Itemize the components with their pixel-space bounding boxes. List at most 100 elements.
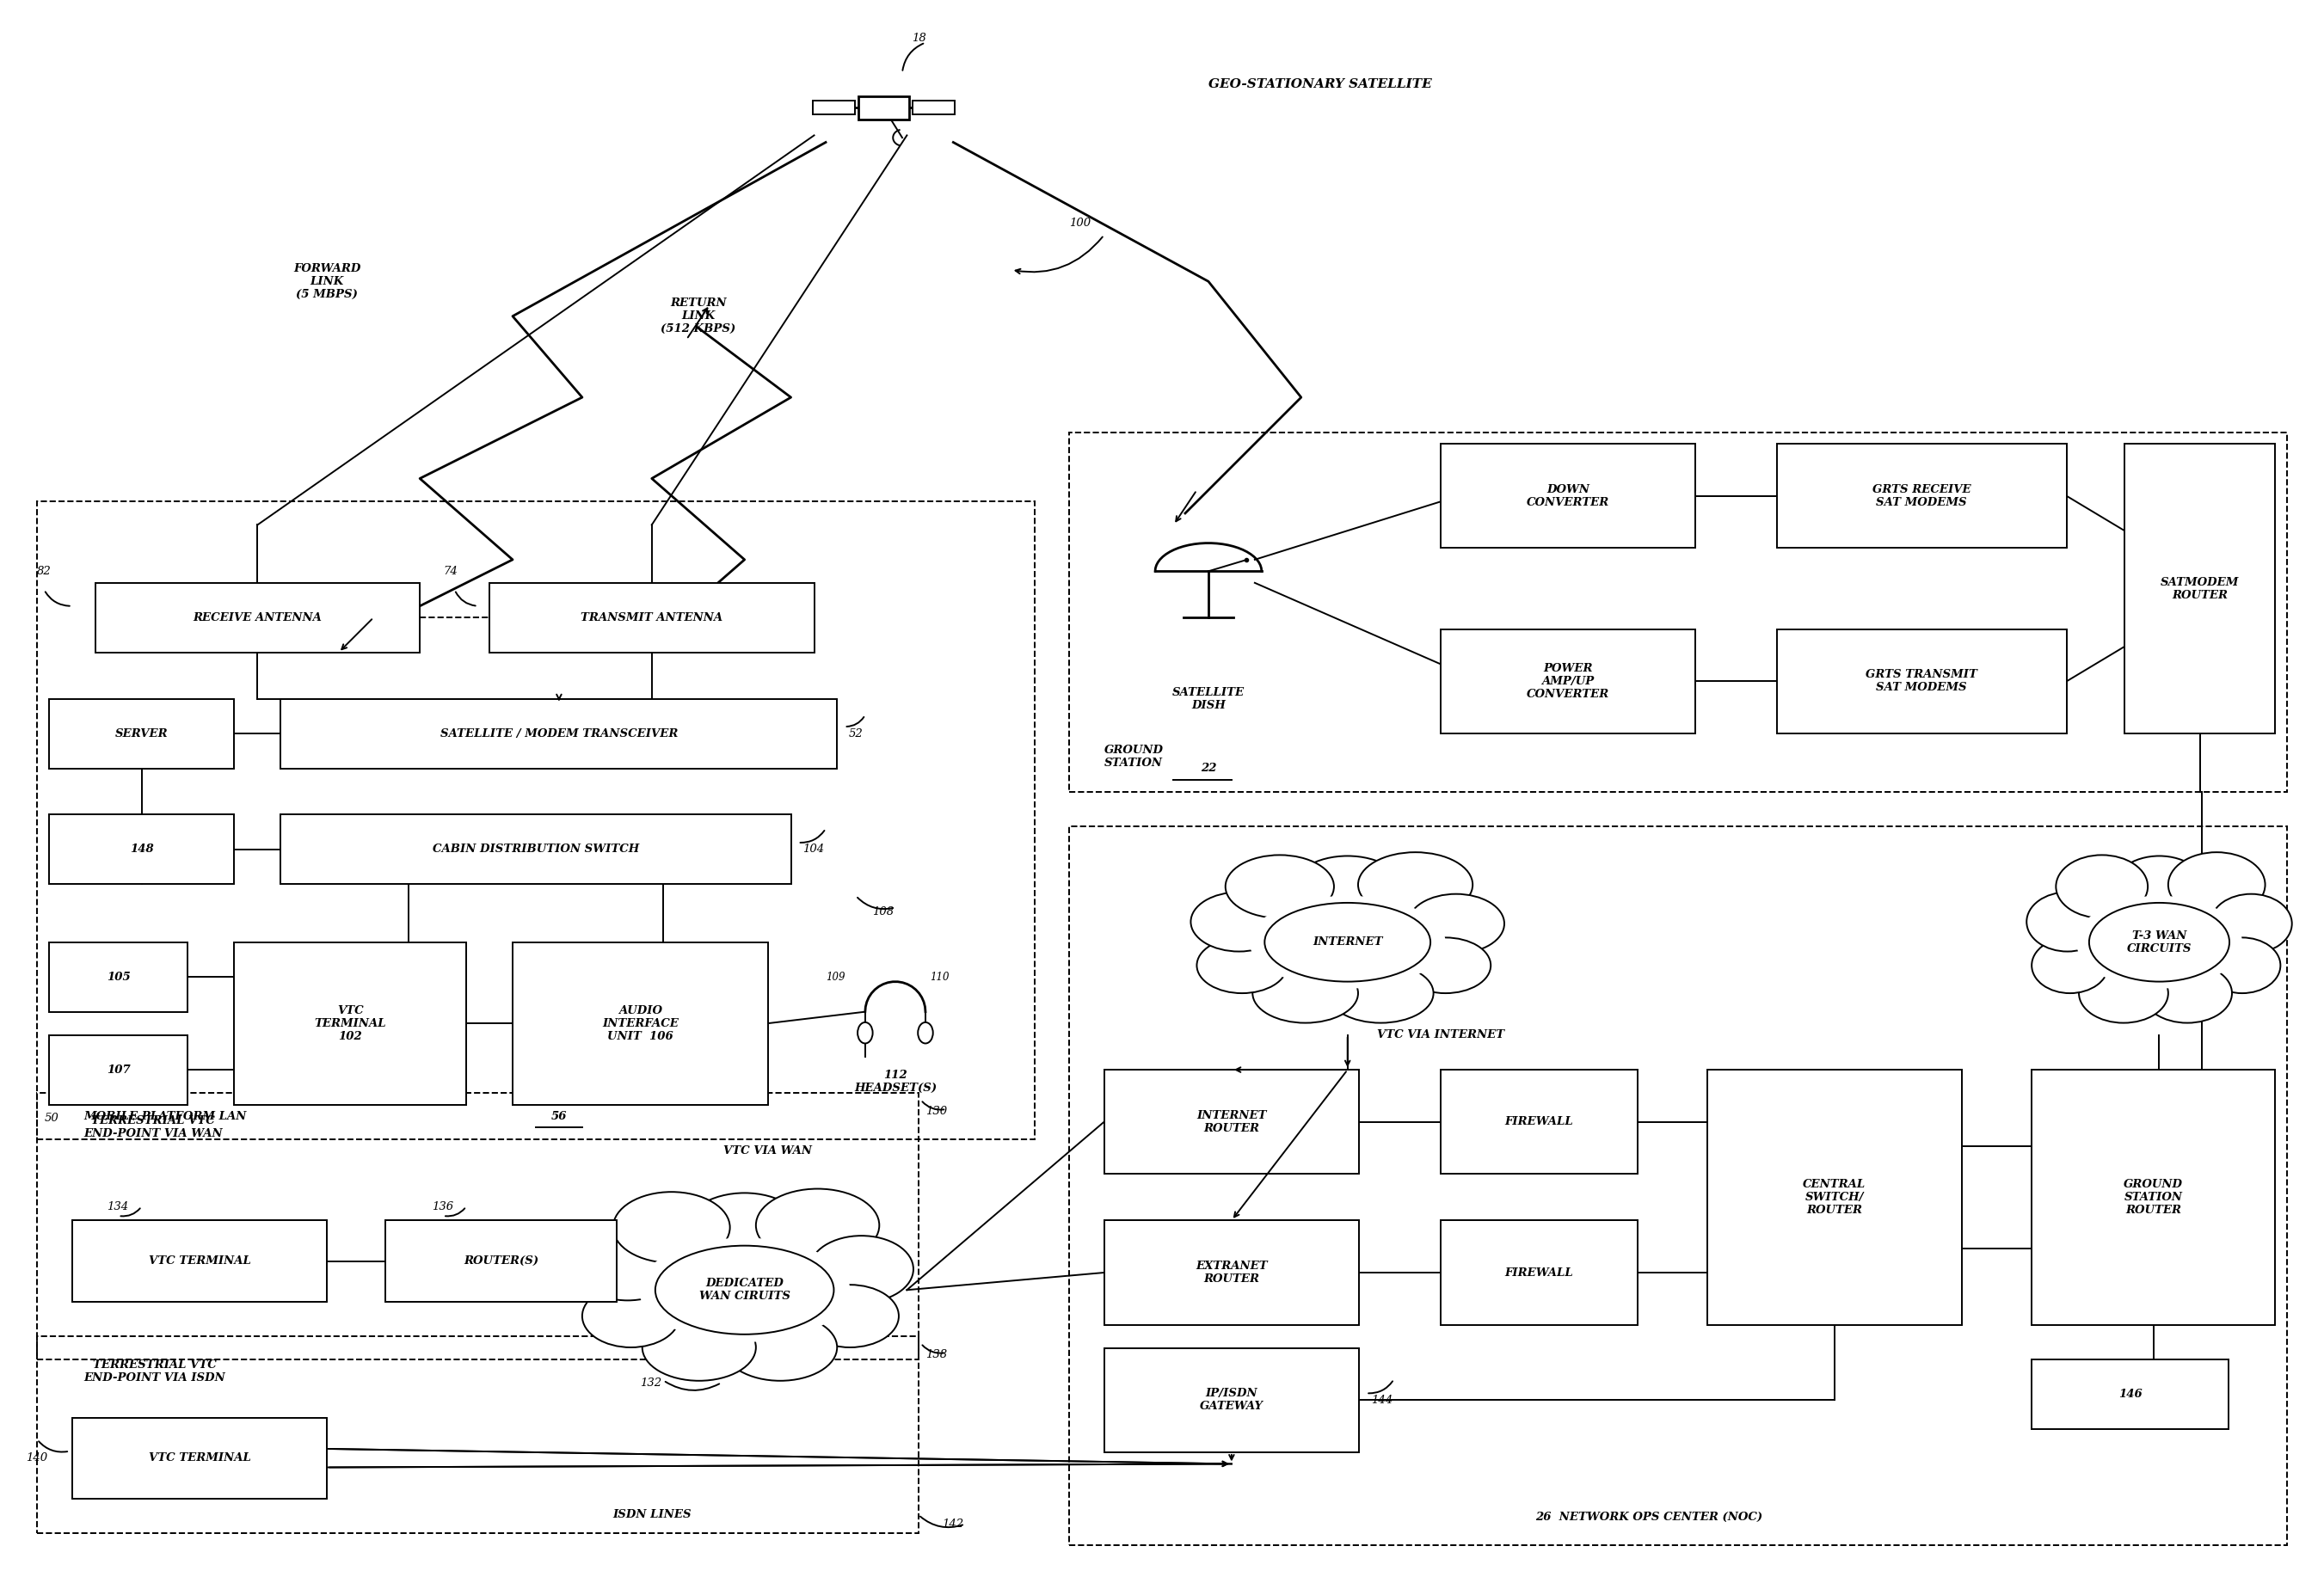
- Text: DOWN
CONVERTER: DOWN CONVERTER: [1527, 484, 1608, 508]
- Text: FIREWALL: FIREWALL: [1504, 1116, 1573, 1127]
- Bar: [1104, 1070, 1360, 1175]
- Text: GROUND
STATION: GROUND STATION: [1104, 744, 1164, 769]
- Ellipse shape: [858, 1023, 874, 1043]
- Ellipse shape: [683, 1194, 806, 1273]
- Bar: [49, 1035, 188, 1105]
- Text: 109: 109: [825, 972, 846, 983]
- Bar: [1104, 1220, 1360, 1325]
- Text: 18: 18: [911, 32, 925, 44]
- Bar: [281, 815, 790, 885]
- Text: 52: 52: [848, 728, 862, 739]
- Bar: [490, 583, 813, 652]
- Text: GRTS TRANSMIT
SAT MODEMS: GRTS TRANSMIT SAT MODEMS: [1866, 670, 1978, 693]
- Text: INTERNET: INTERNET: [1313, 937, 1383, 948]
- Text: 100: 100: [1069, 218, 1090, 230]
- Ellipse shape: [583, 1285, 679, 1347]
- Ellipse shape: [2075, 896, 2243, 988]
- Bar: [49, 942, 188, 1012]
- Bar: [72, 1417, 328, 1499]
- Bar: [2124, 443, 2275, 733]
- Text: 26  NETWORK OPS CENTER (NOC): 26 NETWORK OPS CENTER (NOC): [1536, 1512, 1762, 1523]
- Ellipse shape: [2203, 937, 2280, 993]
- Text: GEO-STATIONARY SATELLITE: GEO-STATIONARY SATELLITE: [1208, 78, 1432, 90]
- Bar: [37, 1092, 918, 1360]
- Ellipse shape: [1290, 856, 1404, 926]
- Bar: [72, 1220, 328, 1301]
- Text: ROUTER(S): ROUTER(S): [462, 1255, 539, 1266]
- Text: SERVER: SERVER: [116, 728, 167, 739]
- Bar: [235, 942, 467, 1105]
- Bar: [49, 698, 235, 768]
- Text: POWER
AMP/UP
CONVERTER: POWER AMP/UP CONVERTER: [1527, 663, 1608, 700]
- Ellipse shape: [809, 1236, 913, 1303]
- Ellipse shape: [2143, 964, 2231, 1023]
- Text: TERRESTRIAL VTC
END-POINT VIA WAN: TERRESTRIAL VTC END-POINT VIA WAN: [84, 1116, 223, 1140]
- Text: FORWARD
LINK
(5 MBPS): FORWARD LINK (5 MBPS): [293, 263, 360, 299]
- Bar: [1441, 628, 1697, 733]
- Ellipse shape: [1190, 893, 1287, 951]
- Text: 134: 134: [107, 1201, 128, 1213]
- Text: VTC VIA INTERNET: VTC VIA INTERNET: [1376, 1029, 1504, 1040]
- Ellipse shape: [918, 1023, 932, 1043]
- Text: 104: 104: [802, 844, 825, 855]
- Ellipse shape: [802, 1285, 899, 1347]
- Bar: [913, 101, 955, 114]
- Text: GRTS RECEIVE
SAT MODEMS: GRTS RECEIVE SAT MODEMS: [1873, 484, 1971, 508]
- Bar: [1069, 826, 2287, 1545]
- Bar: [514, 942, 767, 1105]
- Ellipse shape: [2027, 893, 2108, 951]
- Text: 142: 142: [941, 1518, 962, 1529]
- Text: VTC TERMINAL: VTC TERMINAL: [149, 1453, 251, 1464]
- Ellipse shape: [655, 1246, 834, 1334]
- Text: VTC
TERMINAL
102: VTC TERMINAL 102: [314, 1005, 386, 1042]
- Ellipse shape: [1357, 852, 1473, 917]
- Text: FIREWALL: FIREWALL: [1504, 1266, 1573, 1277]
- Text: 136: 136: [432, 1201, 453, 1213]
- Bar: [49, 815, 235, 885]
- Bar: [281, 698, 837, 768]
- Text: 148: 148: [130, 844, 153, 855]
- Ellipse shape: [723, 1314, 837, 1380]
- Ellipse shape: [1225, 855, 1334, 918]
- Text: 112
HEADSET(S): 112 HEADSET(S): [853, 1069, 937, 1094]
- Ellipse shape: [641, 1314, 755, 1380]
- Ellipse shape: [2057, 855, 2147, 918]
- Text: RETURN
LINK
(512 KBPS): RETURN LINK (512 KBPS): [660, 298, 737, 334]
- Text: GROUND
STATION
ROUTER: GROUND STATION ROUTER: [2124, 1179, 2182, 1216]
- Text: DEDICATED
WAN CIRUITS: DEDICATED WAN CIRUITS: [700, 1277, 790, 1303]
- Text: AUDIO
INTERFACE
UNIT  106: AUDIO INTERFACE UNIT 106: [602, 1005, 679, 1042]
- Ellipse shape: [2210, 894, 2291, 953]
- Ellipse shape: [755, 1189, 878, 1262]
- Bar: [2031, 1360, 2229, 1429]
- Text: 105: 105: [107, 972, 130, 983]
- Text: 144: 144: [1371, 1395, 1392, 1406]
- Text: 50: 50: [44, 1113, 58, 1124]
- Ellipse shape: [614, 1192, 730, 1263]
- Text: 110: 110: [930, 972, 951, 983]
- Text: INTERNET
ROUTER: INTERNET ROUTER: [1197, 1110, 1267, 1133]
- Text: SATMODEM
ROUTER: SATMODEM ROUTER: [2161, 576, 2238, 600]
- Text: MOBILE PLATFORM LAN: MOBILE PLATFORM LAN: [84, 1111, 246, 1122]
- Text: 22: 22: [1202, 763, 1215, 774]
- Ellipse shape: [1401, 937, 1490, 993]
- Ellipse shape: [2080, 964, 2168, 1023]
- Text: VTC TERMINAL: VTC TERMINAL: [149, 1255, 251, 1266]
- Ellipse shape: [576, 1233, 679, 1300]
- Text: IP/ISDN
GATEWAY: IP/ISDN GATEWAY: [1199, 1388, 1264, 1412]
- Text: 132: 132: [639, 1377, 662, 1388]
- Text: 107: 107: [107, 1064, 130, 1075]
- Bar: [813, 101, 855, 114]
- Ellipse shape: [1327, 964, 1434, 1023]
- Bar: [1441, 1070, 1638, 1175]
- Text: T-3 WAN
CIRCUITS: T-3 WAN CIRCUITS: [2126, 931, 2192, 955]
- Bar: [2031, 1070, 2275, 1325]
- Bar: [37, 1336, 918, 1534]
- Text: 74: 74: [444, 565, 458, 576]
- Text: ISDN LINES: ISDN LINES: [611, 1509, 690, 1521]
- Ellipse shape: [1253, 964, 1357, 1023]
- Bar: [1776, 628, 2066, 733]
- Text: TERRESTRIAL VTC
END-POINT VIA ISDN: TERRESTRIAL VTC END-POINT VIA ISDN: [84, 1360, 225, 1384]
- Text: RECEIVE ANTENNA: RECEIVE ANTENNA: [193, 613, 323, 624]
- Ellipse shape: [639, 1238, 851, 1342]
- Text: 130: 130: [925, 1107, 948, 1118]
